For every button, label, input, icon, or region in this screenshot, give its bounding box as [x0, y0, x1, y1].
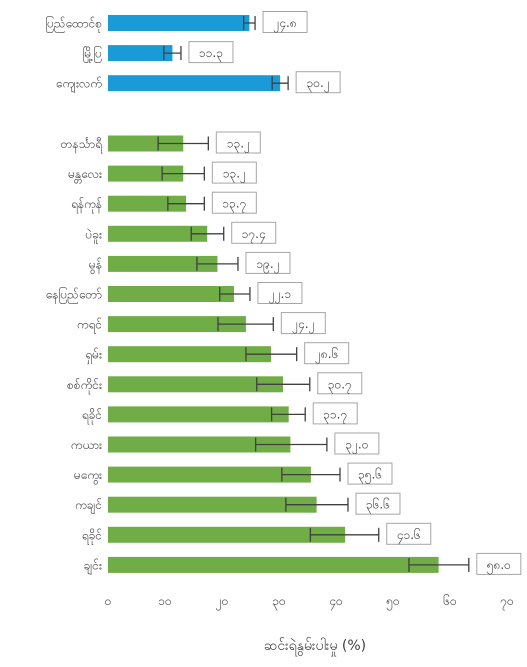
data-label-box: [211, 161, 257, 184]
data-label: ၁၉.၂: [256, 257, 279, 274]
data-label: ၃၆.၆: [366, 497, 390, 515]
data-label: ၄၁.၆: [397, 527, 421, 545]
data-label-box: [257, 282, 303, 304]
x-tick-label: ၇၀: [500, 594, 514, 611]
data-label: ၂၄.၂: [292, 317, 314, 334]
data-label: ၁၁.၃: [199, 46, 223, 63]
data-label-box: [317, 372, 363, 395]
bar: [108, 526, 346, 543]
bar: [108, 346, 272, 363]
x-tick-label: ၂၀: [216, 594, 229, 611]
bar: [108, 286, 234, 302]
data-label-box: [280, 312, 326, 335]
data-label: ၃၂.၀: [345, 438, 368, 455]
data-label: ၃၀.၂: [307, 76, 330, 93]
category-label: ကချင်: [75, 497, 102, 515]
bar: [108, 195, 187, 212]
data-label-box: [312, 402, 358, 425]
data-label-box: [476, 552, 522, 575]
category-label: မြို့ပြ: [82, 45, 102, 64]
category-label: ချင်း: [84, 557, 102, 575]
bar: [108, 135, 184, 152]
bar: [108, 496, 317, 513]
data-label: ၂၈.၆: [315, 346, 338, 364]
category-label: ပဲခူး: [85, 227, 102, 245]
data-label-box: [211, 191, 257, 214]
category-label: မကွေး: [74, 468, 102, 485]
chart-marks: ပြည်ထောင်စု ၂၄.၈မြို့ပြ ၁၁.၃ကျေးလက် ၃၀.၂တနင…: [45, 11, 522, 575]
x-tick-label: ၆၀: [443, 593, 457, 608]
bar: [108, 255, 218, 272]
data-label: ၅၈.၀: [487, 558, 511, 575]
bar: [108, 316, 246, 333]
x-tick-label: ၅၀: [386, 594, 400, 611]
bar: [108, 376, 283, 393]
data-label-box: [334, 432, 380, 455]
x-tick-label: ၃၀: [272, 594, 286, 611]
data-label: ၁၇.၄: [242, 227, 266, 244]
data-label-box: [386, 522, 432, 545]
bar: [108, 165, 184, 182]
category-label: မန္တလေး: [68, 167, 102, 184]
bar: [108, 436, 291, 453]
bar: [108, 45, 173, 62]
data-label: ၁၃.၂: [223, 167, 246, 184]
data-label-box: [262, 11, 308, 33]
category-label: ရခိုင်: [82, 527, 102, 545]
bar: [108, 406, 289, 423]
bar: [108, 15, 250, 31]
category-label: ပြည်ထောင်စု: [45, 15, 102, 34]
category-label: ရန်ကုန်: [71, 196, 102, 214]
data-label-box: [188, 41, 234, 64]
bar: [108, 75, 281, 92]
category-label: ရှမ်း: [85, 347, 102, 365]
data-label-box: [215, 131, 261, 154]
x-axis-title: ဆင်းရဲနွမ်းပါးမှု (%): [264, 638, 366, 656]
data-label: ၃၅.၆: [358, 467, 382, 485]
data-label: ၃၀.၇: [328, 377, 352, 394]
bar: [108, 225, 208, 242]
x-tick-labels: ၀ ၁၀ ၂၀ ၃၀ ၄၀ ၅၀ ၆၀ ၇၀: [105, 593, 514, 611]
x-tick-label: ၁၀: [158, 594, 172, 608]
data-label-box: [355, 492, 401, 515]
data-label: ၃၁.၇: [323, 407, 347, 424]
category-label: ကယား: [71, 438, 102, 452]
category-label: ကျေးလက်: [56, 76, 102, 94]
x-tick-label: ၄၀: [329, 594, 343, 611]
bar: [108, 466, 311, 483]
category-label: တနင်္သာရီ: [61, 136, 102, 154]
data-label-box: [347, 462, 393, 485]
data-label: ၁၃.၇: [222, 197, 246, 214]
bar: [108, 556, 439, 573]
category-label: မွန်: [89, 256, 102, 274]
category-label: နေပြည်တော်: [46, 286, 102, 305]
data-label-box: [231, 221, 277, 244]
x-tick-label: ၀: [105, 594, 112, 608]
data-label: ၂၄.၈: [273, 16, 296, 33]
data-label: ၂၂.၁: [269, 287, 291, 304]
data-label-box: [245, 251, 291, 274]
category-label: ကရင်: [77, 317, 102, 335]
category-label: ရခိုင်: [82, 407, 102, 425]
data-label: ၁၃.၂: [227, 137, 250, 154]
data-label-box: [295, 71, 341, 94]
category-label: စစ်ကိုင်း: [67, 377, 102, 395]
data-label-box: [304, 342, 350, 365]
